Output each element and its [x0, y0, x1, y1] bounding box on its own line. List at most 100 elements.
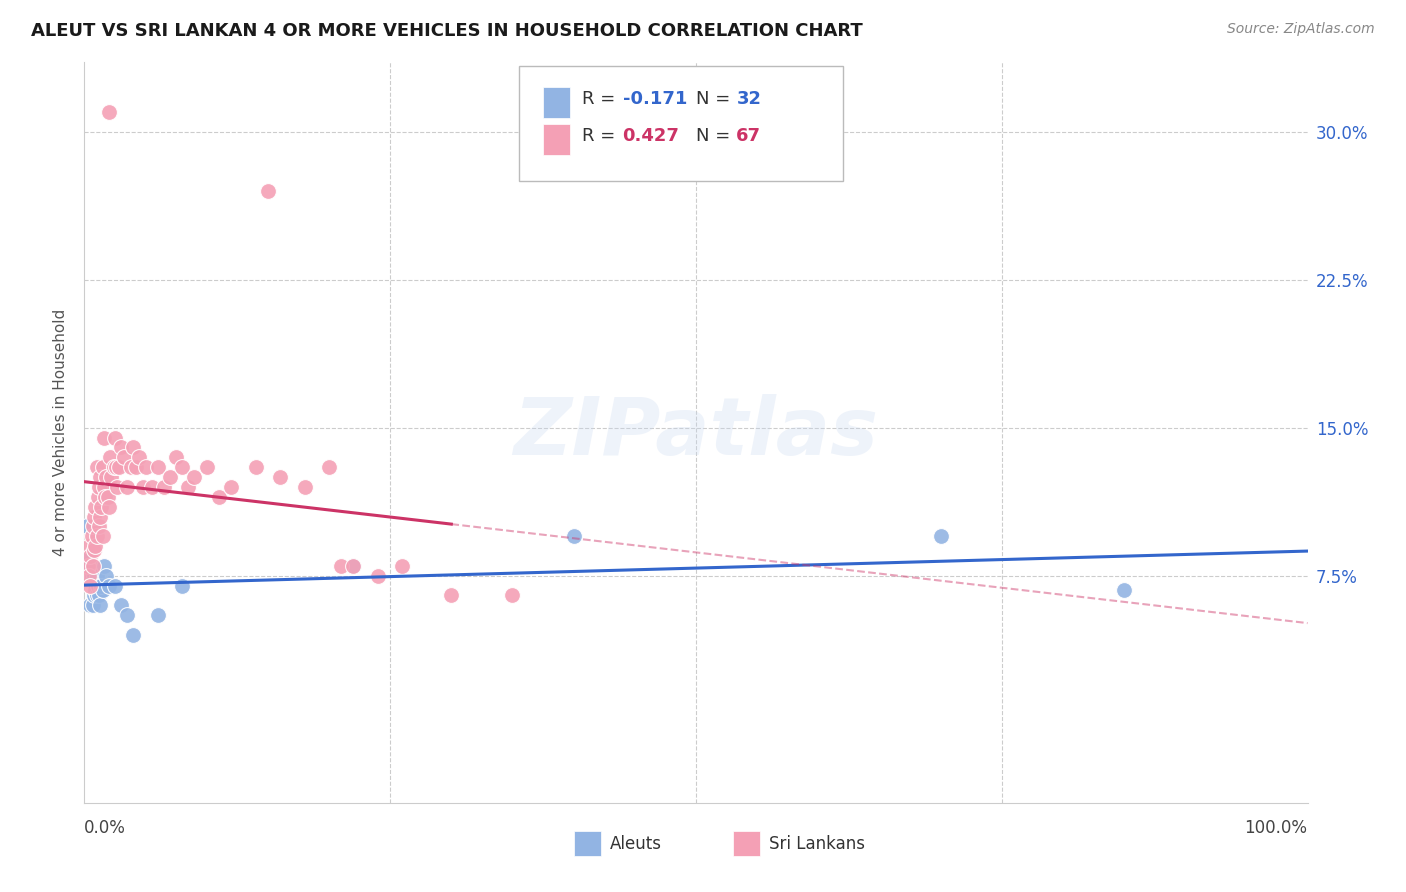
Point [110, 599, 132, 613]
Point [76, 519, 98, 533]
Point [77, 558, 100, 573]
Text: R =: R = [582, 128, 621, 145]
Point [245, 460, 267, 475]
Point [125, 460, 148, 475]
Point [91, 529, 114, 543]
Point [367, 568, 389, 582]
Point [86, 568, 108, 582]
Point [80, 529, 103, 543]
Point [107, 460, 129, 475]
Point [165, 450, 187, 465]
Point [342, 558, 364, 573]
Point [87, 579, 110, 593]
Point [80, 568, 103, 582]
Point [84, 582, 107, 597]
Point [86, 589, 108, 603]
Text: -0.171: -0.171 [623, 90, 688, 109]
Text: 32: 32 [737, 90, 761, 109]
Point [115, 608, 138, 623]
Text: ALEUT VS SRI LANKAN 4 OR MORE VEHICLES IN HOUSEHOLD CORRELATION CHART: ALEUT VS SRI LANKAN 4 OR MORE VEHICLES I… [31, 22, 863, 40]
Y-axis label: 4 or more Vehicles in Household: 4 or more Vehicles in Household [52, 309, 67, 557]
Point [122, 628, 145, 642]
Point [87, 490, 110, 504]
Point [97, 104, 120, 119]
Point [90, 579, 112, 593]
Text: 67: 67 [737, 128, 761, 145]
Bar [543, 87, 569, 118]
Point [89, 509, 111, 524]
Point [96, 568, 118, 582]
Point [122, 441, 145, 455]
Bar [574, 830, 600, 856]
Point [83, 543, 105, 558]
FancyBboxPatch shape [519, 66, 842, 181]
Point [79, 599, 101, 613]
Text: N =: N = [696, 90, 735, 109]
Text: Sri Lankans: Sri Lankans [769, 835, 865, 853]
Point [120, 460, 142, 475]
Point [342, 558, 364, 573]
Point [93, 431, 115, 445]
Text: Source: ZipAtlas.com: Source: ZipAtlas.com [1227, 22, 1375, 37]
Point [294, 480, 316, 494]
Point [96, 470, 118, 484]
Point [84, 500, 107, 514]
Bar [543, 124, 569, 155]
Text: Aleuts: Aleuts [610, 835, 662, 853]
Point [257, 184, 280, 198]
Bar [733, 830, 759, 856]
Point [89, 599, 111, 613]
Point [562, 529, 585, 543]
Point [83, 568, 105, 582]
Point [82, 519, 104, 533]
Point [94, 490, 117, 504]
Point [146, 608, 169, 623]
Point [87, 480, 110, 494]
Text: ZIPatlas: ZIPatlas [513, 393, 879, 472]
Point [90, 500, 112, 514]
Point [89, 470, 111, 484]
Point [115, 480, 138, 494]
Point [112, 450, 135, 465]
Point [77, 539, 100, 553]
Point [195, 460, 218, 475]
Point [105, 460, 128, 475]
Point [104, 579, 127, 593]
Point [128, 450, 150, 465]
Point [208, 490, 231, 504]
Point [110, 441, 132, 455]
Point [183, 470, 205, 484]
Point [77, 568, 100, 582]
Point [77, 558, 100, 573]
Point [82, 558, 104, 573]
Point [318, 460, 340, 475]
Text: N =: N = [696, 128, 735, 145]
Point [502, 589, 524, 603]
Point [79, 579, 101, 593]
Point [100, 470, 122, 484]
Point [159, 470, 181, 484]
Point [97, 500, 120, 514]
Point [77, 549, 100, 563]
Point [83, 509, 105, 524]
Point [132, 480, 155, 494]
Point [77, 568, 100, 582]
Point [98, 450, 121, 465]
Point [153, 480, 176, 494]
Point [82, 599, 104, 613]
Point [104, 431, 127, 445]
Point [219, 480, 242, 494]
Point [86, 529, 108, 543]
Point [141, 480, 163, 494]
Text: 0.0%: 0.0% [84, 819, 127, 837]
Point [91, 582, 114, 597]
Point [93, 558, 115, 573]
Point [135, 460, 157, 475]
Point [97, 579, 120, 593]
Point [177, 480, 200, 494]
Point [103, 460, 125, 475]
Point [84, 539, 107, 553]
Point [82, 558, 104, 573]
Point [87, 519, 110, 533]
Point [93, 480, 115, 494]
